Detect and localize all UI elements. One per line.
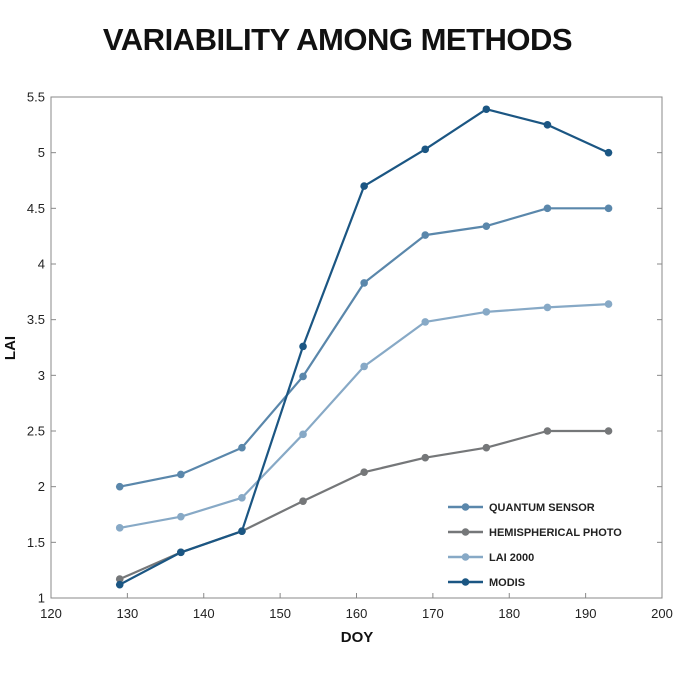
legend-marker-quantum-sensor <box>461 503 470 511</box>
data-point-quantum-sensor <box>360 279 368 287</box>
data-point-quantum-sensor <box>299 372 307 381</box>
legend-marker-hemispherical-photo <box>461 528 470 536</box>
data-point-modis <box>360 182 368 190</box>
legend-label-modis: MODIS <box>489 577 525 589</box>
data-point-lai-2000 <box>482 308 491 316</box>
x-tick-label: 140 <box>193 606 215 621</box>
data-point-quantum-sensor <box>115 482 124 491</box>
data-point-hemispherical-photo <box>421 453 430 462</box>
data-point-modis <box>177 548 185 557</box>
series-points <box>115 105 613 589</box>
data-point-quantum-sensor <box>543 204 552 213</box>
data-point-quantum-sensor <box>238 443 246 452</box>
y-tick-label: 2 <box>38 479 45 494</box>
legend-marker-modis <box>461 578 470 586</box>
data-point-lai-2000 <box>604 300 613 308</box>
data-point-lai-2000 <box>238 494 246 502</box>
data-point-lai-2000 <box>543 303 552 312</box>
data-point-hemispherical-photo <box>360 468 368 476</box>
data-point-hemispherical-photo <box>482 443 491 452</box>
x-tick-label: 160 <box>346 606 368 621</box>
legend-label-quantum-sensor: QUANTUM SENSOR <box>489 502 595 514</box>
data-point-lai-2000 <box>299 430 307 439</box>
data-point-quantum-sensor <box>482 222 491 230</box>
data-point-quantum-sensor <box>421 231 430 239</box>
y-tick-label: 4.5 <box>27 201 45 216</box>
y-tick-label: 1 <box>38 591 45 606</box>
x-tick-label: 190 <box>575 606 597 621</box>
x-tick-label: 170 <box>422 606 444 621</box>
data-point-modis <box>482 105 491 114</box>
y-tick-label: 5 <box>38 145 45 160</box>
chart-title: VARIABILITY AMONG METHODS <box>102 22 573 57</box>
series-line-lai-2000 <box>119 303 609 529</box>
data-point-quantum-sensor <box>177 470 185 479</box>
legend-label-hemispherical-photo: HEMISPHERICAL PHOTO <box>489 527 622 539</box>
x-tick-label: 130 <box>117 606 139 621</box>
data-point-hemispherical-photo <box>299 497 307 505</box>
data-point-hemispherical-photo <box>543 427 552 435</box>
legend-label-lai-2000: LAI 2000 <box>489 552 534 564</box>
y-tick-label: 1.5 <box>27 535 45 550</box>
data-point-modis <box>115 580 124 589</box>
data-point-lai-2000 <box>115 524 124 532</box>
data-point-hemispherical-photo <box>115 575 124 583</box>
x-tick-label: 150 <box>269 606 291 621</box>
x-axis-label: DOY <box>341 629 374 646</box>
data-point-modis <box>238 527 246 535</box>
data-point-modis <box>543 121 552 129</box>
data-point-lai-2000 <box>360 362 368 371</box>
y-axis-label: LAI <box>2 336 19 360</box>
legend-marker-lai-2000 <box>461 553 470 561</box>
y-axis-ticks: 1 1.5 2 2.5 3 3.5 4 4.5 5 5.5 <box>27 90 662 606</box>
y-tick-label: 3.5 <box>27 312 45 327</box>
data-point-hemispherical-photo <box>604 427 613 435</box>
y-tick-label: 5.5 <box>27 90 45 105</box>
legend: QUANTUM SENSOR HEMISPHERICAL PHOTO LAI 200… <box>448 502 622 589</box>
y-tick-label: 4 <box>38 257 45 272</box>
series-line-quantum-sensor <box>119 207 609 488</box>
data-point-modis <box>299 342 307 351</box>
data-point-lai-2000 <box>421 318 430 326</box>
data-point-quantum-sensor <box>604 204 613 213</box>
data-point-modis <box>604 148 613 157</box>
x-axis-ticks: 120 130 140 150 160 170 180 190 200 <box>40 593 673 621</box>
y-tick-label: 3 <box>38 368 45 383</box>
x-tick-label: 200 <box>651 606 673 621</box>
data-point-modis <box>421 145 430 154</box>
x-tick-label: 180 <box>498 606 520 621</box>
data-point-lai-2000 <box>177 512 185 521</box>
x-tick-label: 120 <box>40 606 62 621</box>
y-tick-label: 2.5 <box>27 424 45 439</box>
